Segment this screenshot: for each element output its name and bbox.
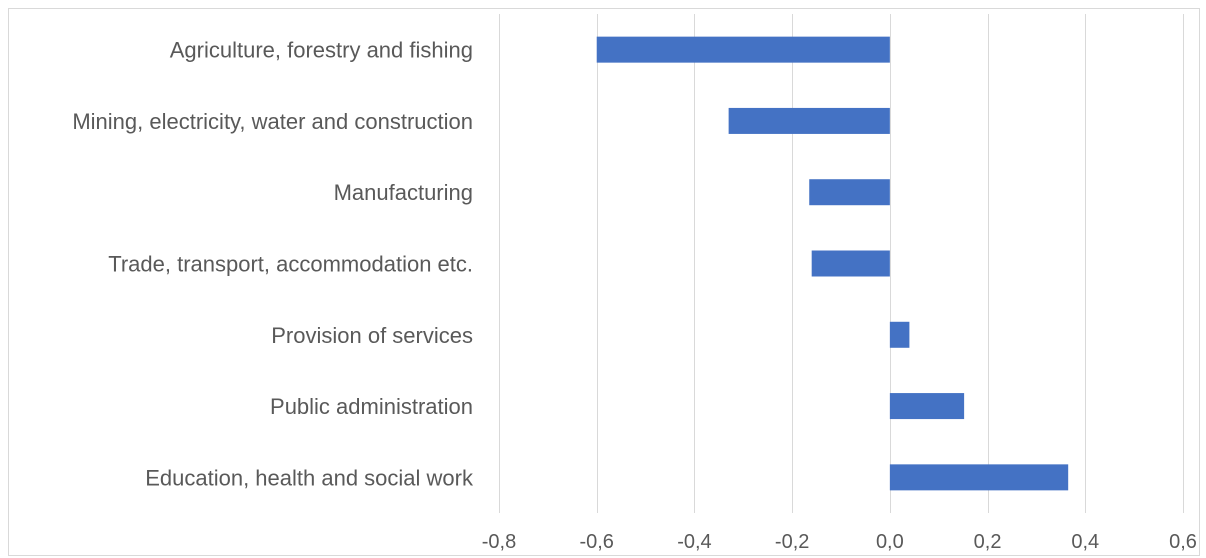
x-tick-label: -0,8 [482, 531, 516, 553]
bar [812, 251, 890, 277]
category-label: Trade, transport, accommodation etc. [108, 252, 473, 277]
x-tick-label: 0,4 [1071, 531, 1099, 553]
category-label: Agriculture, forestry and fishing [170, 38, 473, 63]
category-label: Mining, electricity, water and construct… [72, 109, 473, 134]
bar [890, 322, 910, 348]
category-label: Public administration [270, 394, 473, 419]
category-labels: Agriculture, forestry and fishing Mining,… [72, 38, 474, 491]
x-tick-label: -0,6 [579, 531, 613, 553]
bar [809, 179, 890, 205]
x-tick-label: -0,2 [775, 531, 809, 553]
category-label: Provision of services [271, 323, 473, 348]
x-tick-label: 0,0 [876, 531, 904, 553]
bar [729, 108, 890, 134]
x-axis-tick-labels: -0,8 -0,6 -0,4 -0,2 0,0 0,2 0,4 0,6 [482, 531, 1197, 553]
category-label: Education, health and social work [145, 465, 474, 490]
x-tick-label: 0,6 [1169, 531, 1197, 553]
category-label: Manufacturing [334, 180, 473, 205]
bars [597, 37, 1068, 491]
x-tick-label: 0,2 [974, 531, 1002, 553]
bar [890, 464, 1068, 490]
bar [890, 393, 964, 419]
bar [597, 37, 890, 63]
x-tick-label: -0,4 [677, 531, 711, 553]
